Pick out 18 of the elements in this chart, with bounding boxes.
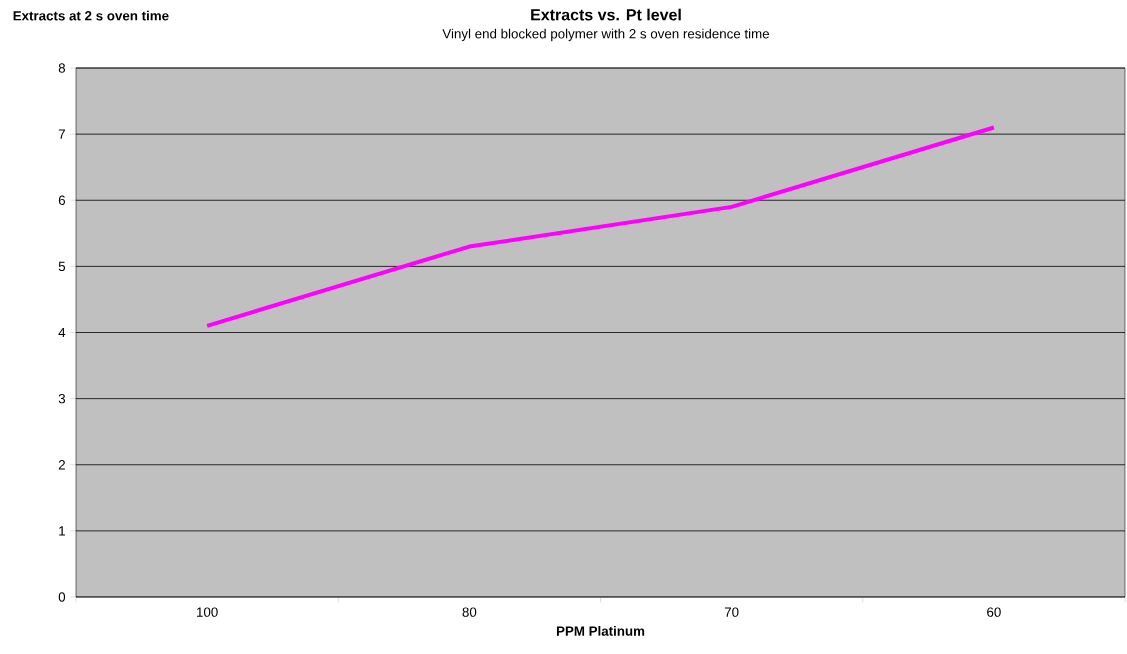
chart-title: Extracts vs. Pt level <box>531 8 681 21</box>
y-tick-label: 0 <box>58 592 66 602</box>
text: Extracts at 2 s oven time <box>13 10 169 21</box>
x-tick-label: 100 <box>197 607 218 617</box>
y-tick-label: 6 <box>58 195 66 205</box>
y-tick-label: 1 <box>59 526 65 536</box>
y-tick-label: 2 <box>58 460 65 470</box>
x-tick-label: 70 <box>724 607 739 617</box>
y-tick-label: 3 <box>58 393 66 404</box>
chart-subtitle: Vinyl end blocked polymer with 2 s oven residence time <box>442 28 770 42</box>
x-tick-label: 80 <box>462 607 477 617</box>
x-tick-label: 60 <box>987 607 1001 617</box>
y-tick-label: 4 <box>58 327 66 338</box>
y-tick-label: 5 <box>58 261 66 272</box>
x-axis-title: PPM Platinum <box>556 626 645 636</box>
line-series <box>205 125 996 328</box>
y-tick-label: 7 <box>58 129 65 139</box>
y-tick-label: 8 <box>58 63 66 73</box>
